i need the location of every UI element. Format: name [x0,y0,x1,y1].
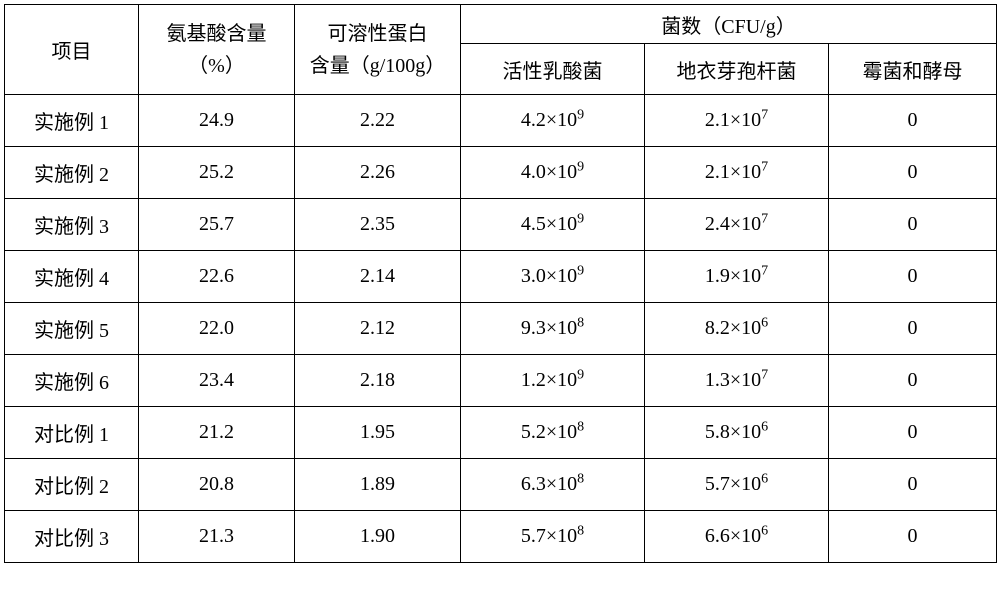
cell-item: 实施例 5 [5,303,139,355]
cell-lactic: 3.0×109 [461,251,645,303]
cell-mold: 0 [829,95,997,147]
cell-lactic: 9.3×108 [461,303,645,355]
header-bacteria-group: 菌数（CFU/g） [461,5,997,44]
cell-protein: 1.89 [295,459,461,511]
header-protein: 可溶性蛋白含量（g/100g） [295,5,461,95]
cell-protein: 1.90 [295,511,461,563]
cell-protein: 2.12 [295,303,461,355]
table-row: 实施例 623.42.181.2×1091.3×1070 [5,355,997,407]
cell-protein: 1.95 [295,407,461,459]
cell-amino: 22.6 [139,251,295,303]
header-row: 项目 氨基酸含量（%） 可溶性蛋白含量（g/100g） 菌数（CFU/g） [5,5,997,44]
cell-amino: 21.3 [139,511,295,563]
table-row: 实施例 522.02.129.3×1088.2×1060 [5,303,997,355]
cell-bacillus: 5.8×106 [645,407,829,459]
cell-lactic: 6.3×108 [461,459,645,511]
table-row: 对比例 220.81.896.3×1085.7×1060 [5,459,997,511]
cell-lactic: 5.2×108 [461,407,645,459]
cell-bacillus: 5.7×106 [645,459,829,511]
data-table: 项目 氨基酸含量（%） 可溶性蛋白含量（g/100g） 菌数（CFU/g） 活性… [4,4,997,563]
table-row: 实施例 325.72.354.5×1092.4×1070 [5,199,997,251]
cell-protein: 2.22 [295,95,461,147]
cell-bacillus: 1.3×107 [645,355,829,407]
cell-lactic: 1.2×109 [461,355,645,407]
cell-protein: 2.35 [295,199,461,251]
cell-item: 实施例 3 [5,199,139,251]
cell-bacillus: 1.9×107 [645,251,829,303]
cell-bacillus: 2.4×107 [645,199,829,251]
cell-item: 实施例 2 [5,147,139,199]
cell-item: 对比例 3 [5,511,139,563]
header-lactic: 活性乳酸菌 [461,44,645,95]
cell-item: 对比例 2 [5,459,139,511]
cell-amino: 20.8 [139,459,295,511]
cell-item: 实施例 1 [5,95,139,147]
cell-mold: 0 [829,303,997,355]
cell-item: 对比例 1 [5,407,139,459]
cell-mold: 0 [829,147,997,199]
cell-protein: 2.14 [295,251,461,303]
table-row: 实施例 124.92.224.2×1092.1×1070 [5,95,997,147]
table-header: 项目 氨基酸含量（%） 可溶性蛋白含量（g/100g） 菌数（CFU/g） 活性… [5,5,997,95]
cell-bacillus: 8.2×106 [645,303,829,355]
cell-bacillus: 2.1×107 [645,147,829,199]
cell-amino: 24.9 [139,95,295,147]
cell-lactic: 5.7×108 [461,511,645,563]
table-body: 实施例 124.92.224.2×1092.1×1070实施例 225.22.2… [5,95,997,563]
cell-item: 实施例 4 [5,251,139,303]
header-mold: 霉菌和酵母 [829,44,997,95]
cell-mold: 0 [829,251,997,303]
cell-lactic: 4.2×109 [461,95,645,147]
table-row: 对比例 121.21.955.2×1085.8×1060 [5,407,997,459]
cell-lactic: 4.5×109 [461,199,645,251]
table-row: 对比例 321.31.905.7×1086.6×1060 [5,511,997,563]
cell-mold: 0 [829,459,997,511]
cell-mold: 0 [829,355,997,407]
cell-mold: 0 [829,511,997,563]
cell-amino: 25.7 [139,199,295,251]
cell-item: 实施例 6 [5,355,139,407]
header-amino: 氨基酸含量（%） [139,5,295,95]
header-bacillus: 地衣芽孢杆菌 [645,44,829,95]
cell-protein: 2.18 [295,355,461,407]
cell-amino: 21.2 [139,407,295,459]
cell-amino: 23.4 [139,355,295,407]
cell-lactic: 4.0×109 [461,147,645,199]
cell-amino: 22.0 [139,303,295,355]
header-item: 项目 [5,5,139,95]
cell-mold: 0 [829,199,997,251]
table-row: 实施例 422.62.143.0×1091.9×1070 [5,251,997,303]
cell-protein: 2.26 [295,147,461,199]
cell-mold: 0 [829,407,997,459]
cell-bacillus: 2.1×107 [645,95,829,147]
table-row: 实施例 225.22.264.0×1092.1×1070 [5,147,997,199]
cell-bacillus: 6.6×106 [645,511,829,563]
cell-amino: 25.2 [139,147,295,199]
